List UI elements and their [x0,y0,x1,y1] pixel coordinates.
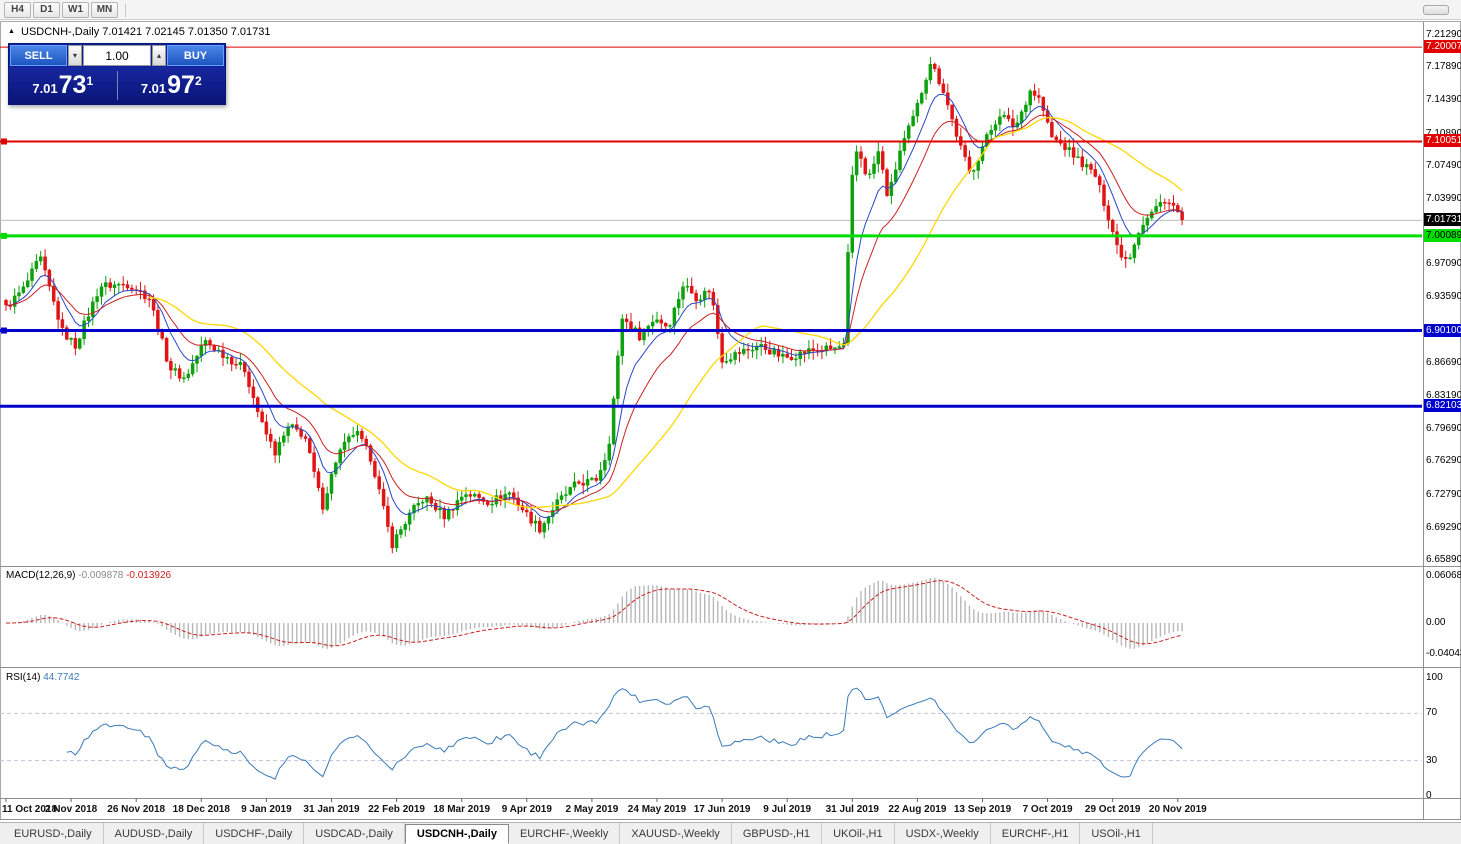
timeframe-toolbar: H4 D1 W1 MN [0,0,1461,20]
sell-price-point: 1 [86,73,94,88]
price-axis-badge: 7.20007 [1424,40,1461,54]
buy-price-pips: 97 [167,71,195,99]
price-axis-label: 6.65890 [1426,553,1461,565]
rsi-label: RSI(14) 44.7742 [6,672,80,683]
date-axis-label: 9 Apr 2019 [501,804,552,815]
date-axis-label: 18 Dec 2018 [172,804,230,815]
macd-axis-label: 0.060687 [1426,569,1461,581]
price-axis-badge: 7.10051 [1424,134,1461,148]
sell-price-display[interactable]: 7.01 73 1 [9,67,117,104]
price-axis-label: 6.83190 [1426,390,1461,401]
buy-price-display[interactable]: 7.01 97 2 [118,67,226,104]
date-axis-label: 26 Nov 2018 [107,804,166,815]
date-axis-label: 22 Aug 2019 [888,804,947,815]
macd-axis-label: -0.040432 [1426,648,1461,660]
volume-decrease-button[interactable]: ▾ [68,45,82,66]
ohlc-values: 7.01421 7.02145 7.01350 7.01731 [102,26,271,38]
chart-tab-usdx-weekly[interactable]: USDX-,Weekly [895,823,991,844]
date-axis-label: 17 Jun 2019 [693,804,751,815]
sell-button[interactable]: SELL [10,45,67,66]
price-axis-label: 7.17890 [1426,61,1461,73]
chart-tab-usoil-h1[interactable]: USOil-,H1 [1080,823,1153,844]
buy-price-point: 2 [194,73,202,88]
timeframe-button-mn[interactable]: MN [91,1,118,18]
bid-ask-row: 7.01 73 1 7.01 97 2 [9,67,225,104]
collapse-triangle-icon[interactable]: ▲ [8,28,15,35]
date-axis-label: 29 Oct 2019 [1084,804,1141,815]
rsi-axis-label: 30 [1426,754,1438,766]
rsi-axis-label: 100 [1426,672,1443,683]
macd-axis-label: 0.00 [1426,617,1446,628]
trade-controls-row: SELL ▾ ▴ BUY [9,44,225,67]
chart-tab-eurchf-h1[interactable]: EURCHF-,H1 [991,823,1081,844]
buy-button[interactable]: BUY [167,45,224,66]
date-axis-label: 2 May 2019 [565,804,619,815]
date-axis-label: 24 May 2019 [627,804,687,815]
price-axis-label: 6.97090 [1426,258,1461,270]
date-axis-label: 13 Sep 2019 [953,804,1012,815]
rsi-axis-label: 0 [1426,790,1432,801]
price-axis-label: 7.07490 [1426,159,1461,171]
price-axis-label: 6.72790 [1426,488,1461,500]
volume-increase-button[interactable]: ▴ [152,45,166,66]
rsi-value: 44.7742 [43,672,80,683]
timeframe-button-w1[interactable]: W1 [62,1,89,18]
toolbar-drag-handle[interactable] [1423,5,1449,15]
timeframe-button-h4[interactable]: H4 [4,1,31,18]
price-axis-badge: 6.82103 [1424,399,1461,413]
date-axis-label: 31 Jul 2019 [825,804,879,815]
price-axis-label: 6.86690 [1426,356,1461,368]
price-axis-label: 6.93590 [1426,291,1461,303]
macd-signal-value: -0.013926 [126,570,172,581]
date-axis-label: 31 Jan 2019 [303,804,360,815]
one-click-trading-panel: SELL ▾ ▴ BUY 7.01 73 1 7.01 97 2 [8,43,226,105]
date-axis-label: 9 Jul 2019 [763,804,812,815]
date-axis-label: 20 Nov 2019 [1148,804,1207,815]
macd-main-value: -0.009878 [78,570,124,581]
chart-tab-ukoil-h1[interactable]: UKOil-,H1 [822,823,895,844]
chart-tab-eurchf-weekly[interactable]: EURCHF-,Weekly [509,823,621,844]
timeframe-button-d1[interactable]: D1 [33,1,60,18]
date-axis-label: 9 Jan 2019 [241,804,292,815]
price-axis-badge: 7.01731 [1424,213,1461,227]
chart-tab-usdchf-daily[interactable]: USDCHF-,Daily [204,823,305,844]
macd-label: MACD(12,26,9) -0.009878 -0.013926 [6,570,172,581]
date-axis[interactable]: 11 Oct 2018 2 Nov 2018 26 Nov 2018 18 Dec 2… [0,801,1422,818]
chart-tab-eurusd-daily[interactable]: EURUSD-,Daily [3,823,104,844]
price-axis[interactable]: 7.21290 7.17890 7.14390 7.10890 7.07490 7.039… [1424,0,1461,820]
chart-tab-bar: EURUSD-,Daily AUDUSD-,Daily USDCHF-,Daily U… [0,822,1461,844]
rsi-axis-label: 70 [1426,707,1438,719]
price-axis-label: 7.14390 [1426,94,1461,106]
price-divider [116,71,118,100]
date-axis-label: 18 Mar 2019 [433,804,491,815]
buy-price-base: 7.01 [140,81,167,96]
price-axis-label: 7.21290 [1426,28,1461,40]
chart-tab-usdcnh-daily[interactable]: USDCNH-,Daily [404,824,509,844]
price-axis-label: 6.76290 [1426,455,1461,467]
date-axis-label: 2 Nov 2018 [44,804,98,815]
chart-tab-usdcad-daily[interactable]: USDCAD-,Daily [304,823,405,844]
timeframe-buttons: H4 D1 W1 MN [4,1,120,18]
chart-tab-xauusd-weekly[interactable]: XAUUSD-,Weekly [620,823,732,844]
toolbar-separator [125,2,126,17]
price-axis-badge: 7.00089 [1424,228,1461,242]
chart-plot-area[interactable] [0,0,1461,822]
price-axis-label: 7.03990 [1426,192,1461,204]
symbol-period-label: USDCNH-,Daily [21,26,100,38]
volume-input[interactable] [83,45,151,66]
date-axis-label: 7 Oct 2019 [1022,804,1073,815]
date-axis-label: 22 Feb 2019 [368,804,425,815]
price-axis-label: 7.10890 [1426,127,1461,139]
date-axis-label: 11 Oct 2018 [2,804,58,815]
sell-price-base: 7.01 [32,81,58,96]
chart-tab-gbpusd-h1[interactable]: GBPUSD-,H1 [732,823,823,844]
price-axis-label: 6.79690 [1426,423,1461,435]
chart-tab-audusd-daily[interactable]: AUDUSD-,Daily [104,823,205,844]
chart-title: ▲ USDCNH-,Daily 7.01421 7.02145 7.01350 … [8,26,271,38]
price-axis-badge: 6.90100 [1424,323,1461,337]
price-axis-label: 6.69290 [1426,521,1461,533]
sell-price-pips: 73 [58,71,87,99]
